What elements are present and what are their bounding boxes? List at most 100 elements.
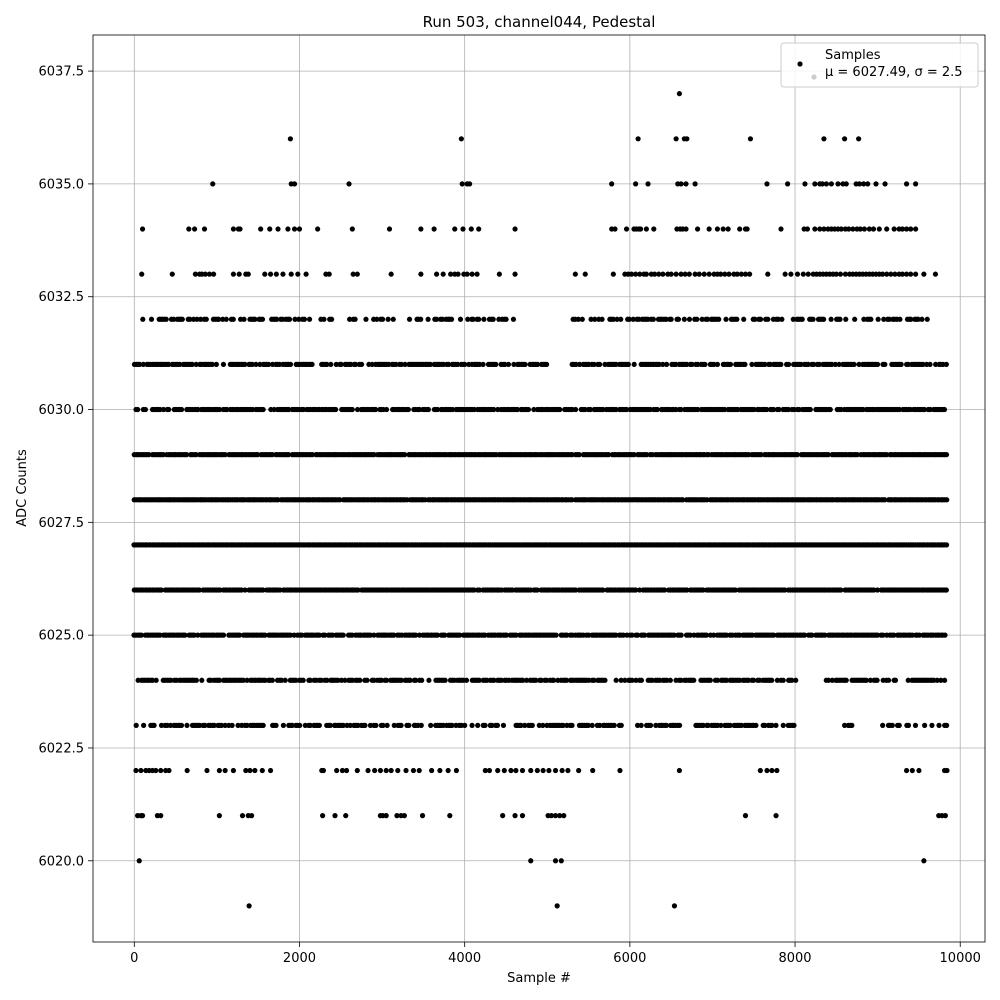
data-point bbox=[289, 722, 295, 729]
data-point bbox=[716, 316, 722, 322]
data-point bbox=[802, 181, 808, 187]
data-point bbox=[638, 677, 645, 683]
data-point bbox=[569, 722, 575, 729]
data-point bbox=[791, 722, 797, 729]
data-point bbox=[799, 316, 805, 322]
data-point bbox=[243, 767, 249, 774]
data-point bbox=[628, 271, 635, 277]
data-point bbox=[403, 767, 409, 774]
data-point bbox=[178, 722, 185, 729]
data-point bbox=[660, 271, 666, 277]
data-point bbox=[184, 767, 190, 774]
data-point bbox=[518, 722, 524, 729]
data-point bbox=[667, 677, 673, 683]
data-point bbox=[856, 361, 862, 368]
data-point bbox=[222, 767, 228, 774]
data-point bbox=[320, 813, 326, 819]
data-point bbox=[529, 722, 535, 729]
data-point bbox=[171, 316, 177, 322]
data-point bbox=[557, 813, 563, 819]
data-point bbox=[714, 677, 721, 683]
data-point bbox=[934, 677, 940, 683]
data-point bbox=[500, 813, 506, 819]
data-point bbox=[689, 361, 695, 368]
data-point bbox=[874, 677, 880, 683]
data-point bbox=[339, 767, 346, 774]
data-point bbox=[558, 858, 564, 864]
data-point bbox=[635, 632, 641, 638]
data-point bbox=[448, 271, 454, 277]
data-point bbox=[794, 271, 801, 277]
data-point bbox=[206, 271, 213, 277]
data-point bbox=[230, 226, 237, 232]
data-point bbox=[762, 361, 768, 368]
data-point bbox=[943, 587, 949, 593]
data-point bbox=[590, 767, 596, 774]
data-point bbox=[794, 452, 800, 458]
data-point bbox=[534, 767, 540, 774]
data-point bbox=[886, 677, 892, 683]
data-point bbox=[764, 181, 770, 187]
data-point bbox=[582, 271, 588, 277]
data-point bbox=[771, 632, 777, 638]
data-point bbox=[433, 271, 440, 277]
data-point bbox=[922, 722, 928, 729]
data-point bbox=[391, 722, 397, 729]
data-point bbox=[295, 271, 301, 277]
grid-layer bbox=[93, 35, 985, 942]
data-point bbox=[633, 271, 639, 277]
data-point bbox=[903, 181, 910, 187]
data-point bbox=[309, 361, 315, 368]
data-point bbox=[663, 722, 669, 729]
data-point bbox=[944, 767, 950, 774]
data-point bbox=[462, 722, 468, 729]
data-point bbox=[534, 587, 540, 593]
data-point bbox=[259, 767, 265, 774]
data-point bbox=[744, 226, 750, 232]
y-tick-label: 6025.0 bbox=[39, 629, 85, 644]
data-point bbox=[769, 677, 775, 683]
data-point bbox=[178, 406, 185, 413]
data-point bbox=[267, 226, 273, 232]
data-point bbox=[285, 226, 291, 232]
data-point bbox=[410, 767, 417, 774]
data-point bbox=[166, 361, 172, 368]
data-point bbox=[707, 677, 713, 683]
data-point bbox=[481, 316, 487, 322]
data-point bbox=[249, 361, 255, 368]
data-point bbox=[267, 767, 274, 774]
data-point bbox=[476, 226, 482, 232]
data-point bbox=[220, 361, 227, 368]
data-point bbox=[916, 767, 922, 774]
data-point bbox=[643, 226, 649, 232]
data-point bbox=[328, 361, 334, 368]
data-point bbox=[842, 722, 848, 729]
data-point bbox=[133, 722, 139, 729]
data-point bbox=[465, 316, 471, 322]
data-point bbox=[429, 767, 435, 774]
data-point bbox=[780, 722, 786, 729]
data-point bbox=[286, 406, 292, 413]
data-point bbox=[912, 722, 919, 729]
data-point bbox=[273, 271, 279, 277]
data-point bbox=[260, 722, 266, 729]
data-point bbox=[259, 316, 266, 322]
data-point bbox=[643, 271, 649, 277]
data-point bbox=[732, 587, 739, 593]
data-point bbox=[742, 813, 749, 819]
data-point bbox=[247, 767, 253, 774]
data-point bbox=[503, 632, 510, 638]
data-point bbox=[513, 632, 519, 638]
data-point bbox=[475, 722, 481, 729]
data-point bbox=[600, 587, 606, 593]
data-point bbox=[196, 587, 202, 593]
data-point bbox=[495, 767, 501, 774]
data-point bbox=[633, 587, 639, 593]
data-point bbox=[373, 722, 379, 729]
data-point bbox=[865, 181, 871, 187]
data-point bbox=[292, 316, 298, 322]
data-point bbox=[244, 722, 250, 729]
data-point bbox=[402, 452, 408, 458]
data-point bbox=[407, 677, 413, 683]
data-point bbox=[852, 316, 858, 322]
